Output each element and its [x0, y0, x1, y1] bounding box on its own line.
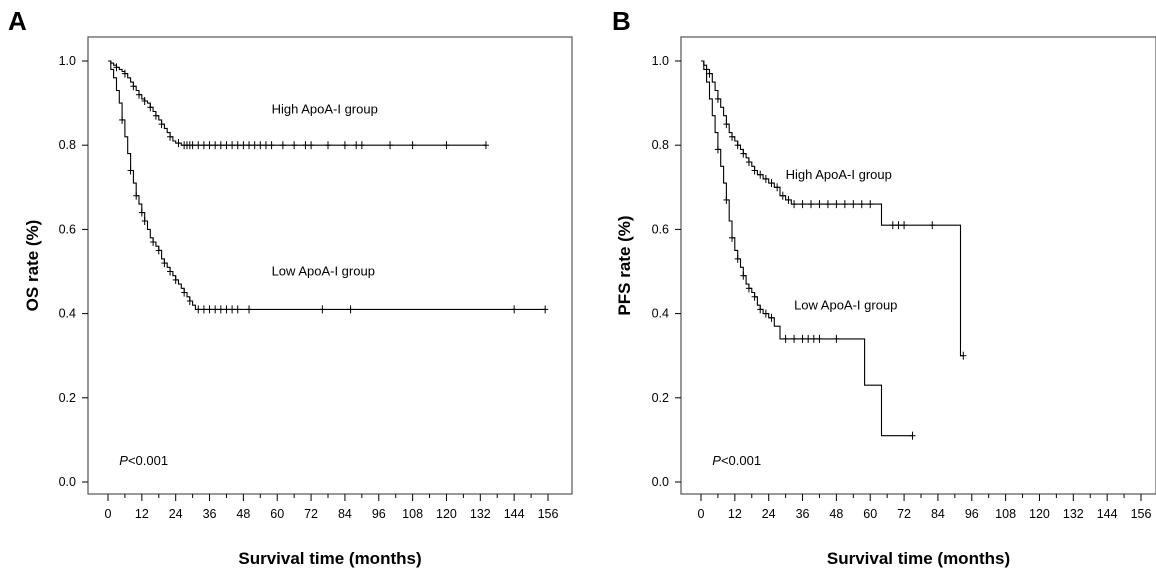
series-label-low: Low ApoA-I group [272, 264, 375, 279]
y-tick-label: 0.4 [652, 307, 669, 321]
y-tick-label: 1.0 [59, 54, 76, 68]
x-tick-label: 72 [897, 507, 911, 521]
x-tick-label: 144 [504, 507, 525, 521]
panel-letter: B [612, 6, 631, 36]
x-tick-label: 120 [436, 507, 457, 521]
plot-frame [680, 36, 1156, 495]
p-value: P<0.001 [712, 453, 761, 468]
series-label-high: High ApoA-I group [272, 102, 378, 117]
y-tick-label: 0.8 [59, 138, 76, 152]
km-curve-low [701, 60, 913, 437]
x-tick-label: 0 [105, 507, 112, 521]
x-tick-label: 36 [203, 507, 217, 521]
y-axis-title: PFS rate (%) [615, 215, 634, 315]
x-tick-label: 72 [304, 507, 318, 521]
panel-a: A 0.0 0.2 0.4 0.6 0.8 1.0 0 12 24 36 48 60 72 84 96 108 1… [8, 6, 573, 568]
x-tick-label: 84 [338, 507, 352, 521]
x-tick-label: 48 [236, 507, 250, 521]
x-tick-label: 36 [796, 507, 810, 521]
x-tick-label: 144 [1097, 507, 1118, 521]
p-value: P<0.001 [119, 453, 168, 468]
y-tick-label: 0.6 [652, 222, 669, 236]
x-tick-label: 24 [169, 507, 183, 521]
y-tick-label: 0.8 [652, 138, 669, 152]
series-label-low: Low ApoA-I group [794, 297, 897, 312]
plot-frame [87, 36, 573, 495]
x-tick-label: 12 [135, 507, 149, 521]
series-label-high: High ApoA-I group [786, 167, 892, 182]
x-tick-label: 132 [470, 507, 491, 521]
x-tick-label: 60 [270, 507, 284, 521]
p-value-text: <0.001 [128, 453, 168, 468]
x-tick-label: 120 [1029, 507, 1050, 521]
x-tick-label: 0 [698, 507, 705, 521]
panel-letter: A [8, 6, 27, 36]
x-tick-label: 84 [931, 507, 945, 521]
x-tick-label: 96 [965, 507, 979, 521]
y-axis-title: OS rate (%) [23, 220, 42, 312]
x-tick-label: 96 [372, 507, 386, 521]
x-axis-title: Survival time (months) [238, 549, 421, 568]
x-tick-label: 108 [402, 507, 423, 521]
x-tick-label: 60 [863, 507, 877, 521]
x-tick-label: 48 [829, 507, 843, 521]
p-value-symbol: P [119, 453, 128, 468]
y-tick-label: 0.2 [59, 391, 76, 405]
y-tick-label: 0.0 [59, 475, 76, 489]
x-tick-label: 12 [728, 507, 742, 521]
x-axis-title: Survival time (months) [827, 549, 1010, 568]
y-tick-label: 0.0 [652, 475, 669, 489]
y-tick-label: 1.0 [652, 54, 669, 68]
x-tick-label: 108 [995, 507, 1016, 521]
panel-b: B 0.0 0.2 0.4 0.6 0.8 1.0 0 12 24 36 48 60 72 84 96 108 1… [612, 6, 1156, 568]
x-tick-label: 132 [1063, 507, 1084, 521]
p-value-symbol: P [712, 453, 721, 468]
p-value-text: <0.001 [721, 453, 761, 468]
x-tick-label: 24 [762, 507, 776, 521]
y-tick-label: 0.2 [652, 391, 669, 405]
x-tick-label: 156 [538, 507, 559, 521]
y-tick-label: 0.4 [59, 307, 76, 321]
x-tick-label: 156 [1131, 507, 1152, 521]
y-tick-label: 0.6 [59, 222, 76, 236]
